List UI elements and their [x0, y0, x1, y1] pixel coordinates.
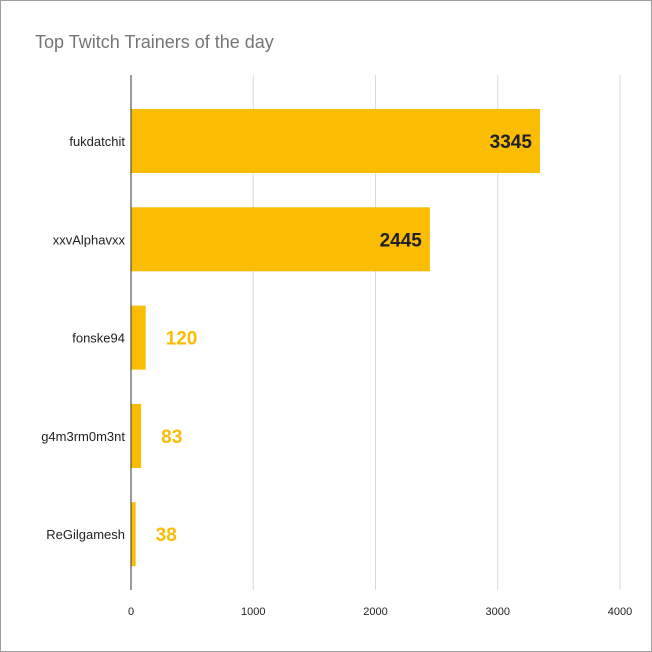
x-tick-label: 1000	[241, 606, 265, 618]
category-label: fonske94	[72, 331, 125, 346]
bar	[131, 207, 430, 272]
category-label: fukdatchit	[69, 134, 125, 149]
data-label: 3345	[490, 132, 533, 153]
x-tick-labels: 0 1000 2000 3000 4000	[128, 606, 632, 618]
x-tick-label: 2000	[363, 606, 387, 618]
bar	[131, 305, 146, 370]
chart-title: Top Twitch Trainers of the day	[35, 32, 274, 52]
data-label: 120	[166, 329, 198, 350]
category-label: xxvAlphavxx	[53, 232, 126, 247]
bar	[131, 109, 540, 173]
bar	[131, 502, 136, 567]
data-labels: 3345 2445 120 83 38	[156, 132, 533, 546]
data-label: 83	[161, 427, 182, 448]
data-label: 2445	[380, 230, 423, 251]
category-labels: fukdatchit xxvAlphavxx fonske94 g4m3rm0m3nt…	[41, 134, 125, 542]
bars	[131, 109, 540, 567]
bar	[131, 403, 142, 468]
category-label: g4m3rm0m3nt	[41, 429, 125, 444]
category-label: ReGilgamesh	[46, 527, 125, 542]
x-tick-label: 4000	[608, 606, 632, 618]
x-tick-label: 0	[128, 606, 134, 618]
x-tick-label: 3000	[486, 606, 510, 618]
data-label: 38	[156, 525, 177, 546]
